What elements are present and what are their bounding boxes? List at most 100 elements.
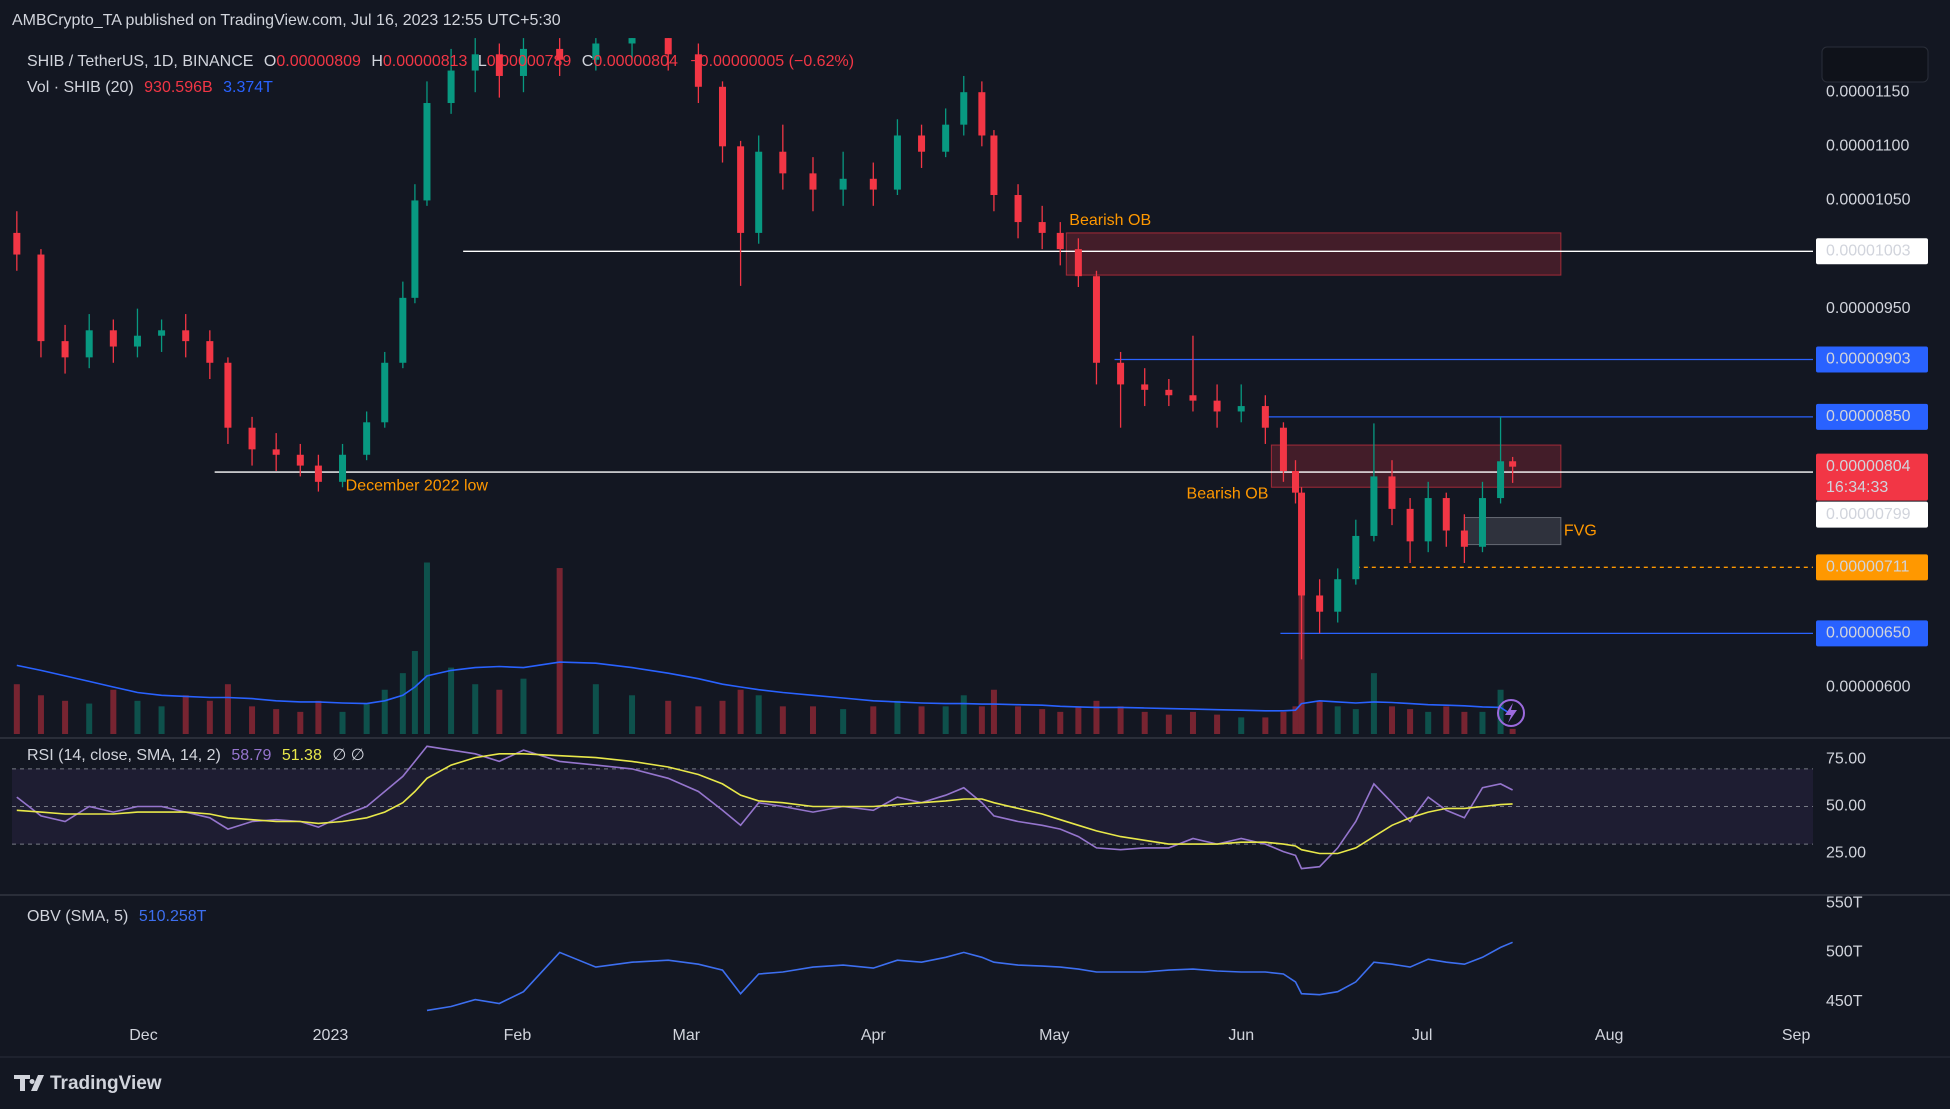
candle-body <box>411 200 419 298</box>
volume-bar <box>86 703 93 734</box>
legend-key: O <box>264 53 276 70</box>
x-tick-label: Dec <box>129 1027 157 1044</box>
volume-bar <box>1262 717 1269 734</box>
candle-body <box>960 92 968 125</box>
candle-body <box>839 178 847 190</box>
header: AMBCrypto_TA published on TradingView.co… <box>12 12 561 29</box>
zone <box>1270 444 1562 488</box>
candle-body <box>1460 530 1468 547</box>
alert-icon[interactable] <box>1497 699 1525 727</box>
candle-body <box>85 330 93 358</box>
volume-bar <box>737 689 744 734</box>
candle-body <box>381 362 389 423</box>
volume-legend: Vol · SHIB (20) 930.596B 3.374T <box>27 79 273 96</box>
candle-body <box>1334 579 1342 612</box>
indicator-sma <box>16 753 1513 855</box>
rsi-pane <box>12 745 1813 870</box>
candle-body <box>1237 406 1245 412</box>
volume-bar <box>1238 717 1245 734</box>
candle-body <box>1406 508 1414 542</box>
candle-body <box>1014 195 1022 223</box>
volume-bar <box>1509 728 1516 734</box>
x-tick-label: Jul <box>1412 1027 1432 1044</box>
volume-bar <box>894 700 901 734</box>
volume-bar <box>224 684 231 734</box>
volume-bar <box>629 695 636 734</box>
footer-brand: TradingView <box>50 1073 162 1094</box>
candle-body <box>1038 222 1046 233</box>
candle-body <box>1261 406 1269 428</box>
volume-bar <box>1117 706 1124 734</box>
obv-title: OBV (SMA, 5) <box>27 908 128 925</box>
volume-bar <box>13 684 20 734</box>
candle-body <box>1056 232 1064 250</box>
candle-body <box>423 103 431 201</box>
level-label-box <box>1816 501 1928 528</box>
volume-bar <box>1093 700 1100 734</box>
volume-bar <box>870 706 877 734</box>
volume-bar <box>960 695 967 734</box>
volume-bar <box>520 678 527 734</box>
candle-body <box>1298 492 1306 596</box>
level-label-box <box>1816 403 1928 430</box>
y-tick-label: 75.00 <box>1826 751 1866 768</box>
x-tick-label: Aug <box>1595 1027 1623 1044</box>
volume-bar <box>1165 714 1172 734</box>
candle-body <box>719 86 727 147</box>
y-tick-label: 50.00 <box>1826 798 1866 815</box>
volume-bar <box>381 689 388 734</box>
volume-bar <box>840 709 847 734</box>
main-pane <box>13 38 1813 734</box>
candle-body <box>314 465 322 482</box>
volume-bar <box>1407 709 1414 734</box>
volume-bar <box>1075 706 1082 734</box>
candle-body <box>1370 476 1378 536</box>
volume-bar <box>472 684 479 734</box>
level-label: 0.00000903 <box>1826 351 1911 368</box>
level-label: 0.00001003 <box>1826 243 1911 260</box>
candle-body <box>978 92 986 136</box>
candle-body <box>1165 389 1173 396</box>
legend-key: L <box>478 53 487 70</box>
indicator-line <box>426 941 1513 1012</box>
level-label: 0.00000850 <box>1826 408 1911 425</box>
y-tick-label: 0.00001150 <box>1826 83 1909 100</box>
candle-body <box>737 146 745 233</box>
candle-body <box>1424 498 1432 542</box>
y-tick-label: 500T <box>1826 944 1863 961</box>
candle-body <box>1291 471 1299 493</box>
volume-bar <box>1389 706 1396 734</box>
candle-body <box>664 38 672 55</box>
candle-body <box>628 38 636 44</box>
volume-bar <box>1015 706 1022 734</box>
zone-label: Bearish OB <box>1187 485 1269 502</box>
candle-body <box>809 173 817 190</box>
candle-body <box>556 48 564 60</box>
last-price-box <box>1816 453 1928 501</box>
candle-body <box>447 70 455 104</box>
volume-ma <box>16 661 1514 716</box>
axes: Bearish OB Bearish OB FVG December 2022 low… <box>129 83 1928 1044</box>
level-label: 0.00000711 <box>1826 559 1909 576</box>
volume-bar <box>1479 711 1486 734</box>
toolbar-box[interactable] <box>1821 46 1929 83</box>
candle-body <box>1141 384 1149 390</box>
x-tick-label: Mar <box>673 1027 701 1044</box>
volume-bar <box>399 673 406 734</box>
level-label-box <box>1816 620 1928 647</box>
candle-body <box>109 330 117 347</box>
legend-value: 0.00000804 <box>593 53 678 70</box>
volume-bar <box>1316 700 1323 734</box>
candle-body <box>363 422 371 455</box>
candle-body <box>1316 595 1324 612</box>
main-legend: SHIB / TetherUS, 1D, BINANCE O0.00000809… <box>27 53 854 70</box>
y-tick-label: 0.00001050 <box>1826 192 1911 209</box>
symbol: SHIB / TetherUS, 1D, BINANCE <box>27 53 253 70</box>
volume-ma-value: 3.374T <box>223 79 273 96</box>
rsi-sma-value: 51.38 <box>282 747 322 764</box>
zone <box>1463 517 1562 546</box>
volume-value: 930.596B <box>144 79 213 96</box>
